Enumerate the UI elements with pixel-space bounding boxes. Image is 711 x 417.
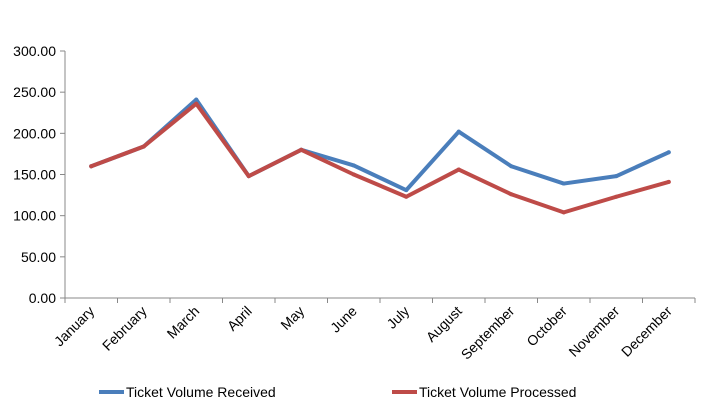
data-point: [561, 181, 566, 186]
data-point: [561, 210, 566, 215]
x-tick-label: January: [51, 303, 98, 350]
series-line-0: [89, 97, 671, 193]
x-tick-label: April: [224, 303, 255, 334]
legend-label-processed: Ticket Volume Processed: [419, 384, 576, 400]
x-tick-label: February: [99, 303, 150, 354]
data-point: [141, 144, 146, 149]
series-line-1: [89, 101, 671, 215]
data-point: [194, 97, 199, 102]
x-tick-label: May: [277, 303, 307, 333]
data-point: [404, 188, 409, 193]
x-tick-label: August: [423, 303, 465, 345]
y-axis-ticks: 0.00 50.00 100.00 150.00 200.00 250.00 300.00: [13, 43, 65, 306]
data-point: [351, 163, 356, 168]
x-tick-label: June: [327, 303, 360, 336]
data-point: [194, 101, 199, 106]
x-tick-label: October: [523, 303, 570, 350]
y-tick-label: 50.00: [21, 249, 56, 265]
data-point: [509, 164, 514, 169]
y-tick-label: 200.00: [13, 125, 56, 141]
legend: Ticket Volume Received Ticket Volume Pro…: [99, 384, 576, 400]
x-tick-label: December: [618, 303, 675, 360]
data-point: [246, 174, 251, 179]
x-tick-label: November: [565, 303, 622, 360]
data-point: [666, 150, 671, 155]
data-point: [351, 172, 356, 177]
x-tick-label: September: [458, 303, 518, 363]
data-point: [614, 194, 619, 199]
data-point: [299, 147, 304, 152]
data-point: [456, 167, 461, 172]
series-lines: [89, 97, 671, 215]
x-tick-label: March: [164, 303, 203, 342]
data-point: [404, 194, 409, 199]
x-tick-label: July: [383, 303, 412, 332]
x-axis-ticks: January February March April May June July Augu…: [51, 298, 696, 363]
y-tick-label: 100.00: [13, 208, 56, 224]
data-point: [89, 164, 94, 169]
y-tick-label: 300.00: [13, 43, 56, 59]
legend-label-received: Ticket Volume Received: [126, 384, 276, 400]
y-tick-label: 150.00: [13, 167, 56, 183]
data-point: [666, 179, 671, 184]
data-point: [614, 174, 619, 179]
data-point: [456, 129, 461, 134]
y-tick-label: 0.00: [29, 290, 56, 306]
y-tick-label: 250.00: [13, 84, 56, 100]
data-point: [509, 192, 514, 197]
